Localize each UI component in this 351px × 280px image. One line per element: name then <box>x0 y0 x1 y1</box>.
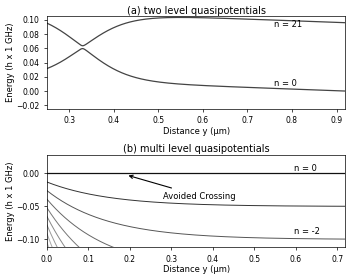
Text: n = -2: n = -2 <box>294 227 319 236</box>
X-axis label: Distance y (μm): Distance y (μm) <box>163 127 230 136</box>
Title: (a) two level quasipotentials: (a) two level quasipotentials <box>127 6 266 16</box>
Y-axis label: Energy (h x 1 GHz): Energy (h x 1 GHz) <box>6 23 15 102</box>
X-axis label: Distance y (μm): Distance y (μm) <box>163 265 230 274</box>
Title: (b) multi level quasipotentials: (b) multi level quasipotentials <box>123 144 270 154</box>
Y-axis label: Energy (h x 1 GHz): Energy (h x 1 GHz) <box>6 162 14 241</box>
Text: n = 0: n = 0 <box>294 164 317 173</box>
Text: n = 21: n = 21 <box>274 20 302 29</box>
Text: Avoided Crossing: Avoided Crossing <box>130 175 236 200</box>
Text: n = 0: n = 0 <box>274 79 297 88</box>
